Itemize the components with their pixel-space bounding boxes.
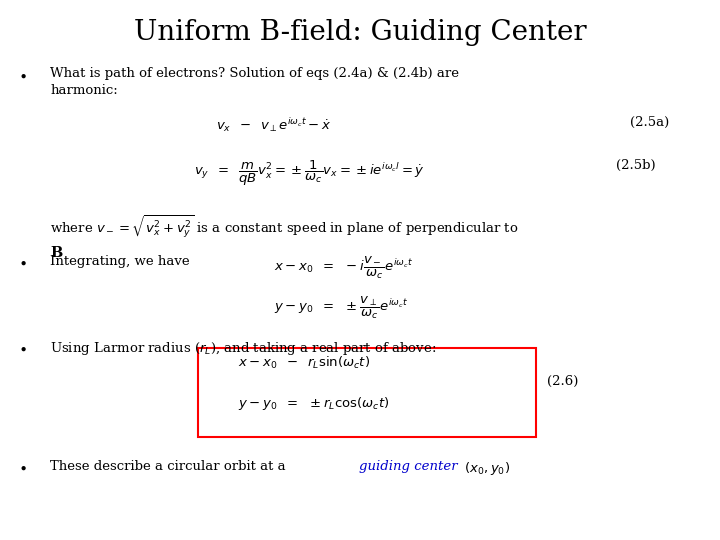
Text: $y - y_0 \;\; = \;\; \pm r_L \cos(\omega_c t)$: $y - y_0 \;\; = \;\; \pm r_L \cos(\omega… — [238, 395, 390, 412]
Text: $v_x \;\; - \;\; v_{\perp} e^{i\omega_c t} - \dot{x}$: $v_x \;\; - \;\; v_{\perp} e^{i\omega_c … — [216, 116, 332, 134]
Text: $(x_0, y_0)$: $(x_0, y_0)$ — [464, 460, 510, 477]
Text: guiding center: guiding center — [359, 460, 457, 473]
Text: $y - y_0 \;\; = \;\; \pm \dfrac{v_{\perp}}{\omega_c} e^{i\omega_c t}$: $y - y_0 \;\; = \;\; \pm \dfrac{v_{\perp… — [274, 294, 408, 321]
Text: These describe a circular orbit at a: These describe a circular orbit at a — [50, 460, 290, 473]
Text: $\bullet$: $\bullet$ — [18, 255, 27, 270]
Text: $\bullet$: $\bullet$ — [18, 68, 27, 83]
Text: (2.5a): (2.5a) — [630, 116, 670, 129]
FancyBboxPatch shape — [198, 348, 536, 437]
Text: What is path of electrons? Solution of eqs (2.4a) & (2.4b) are
harmonic:: What is path of electrons? Solution of e… — [50, 68, 459, 98]
Text: $\bullet$: $\bullet$ — [18, 340, 27, 355]
Text: Using Larmor radius ($r_L$), and taking a real part of above:: Using Larmor radius ($r_L$), and taking … — [50, 340, 437, 357]
Text: Integrating, we have: Integrating, we have — [50, 255, 190, 268]
Text: Uniform B-field: Guiding Center: Uniform B-field: Guiding Center — [134, 19, 586, 46]
Text: $x - x_0 \;\; = \;\; -i\dfrac{v_-}{\omega_c} e^{i\omega_c t}$: $x - x_0 \;\; = \;\; -i\dfrac{v_-}{\omeg… — [274, 255, 413, 281]
Text: (2.5b): (2.5b) — [616, 159, 655, 172]
Text: $x - x_0 \;\; - \;\; r_L \sin(\omega_c t)$: $x - x_0 \;\; - \;\; r_L \sin(\omega_c t… — [238, 355, 369, 372]
Text: (2.6): (2.6) — [547, 375, 579, 388]
Text: B: B — [50, 246, 63, 260]
Text: $v_y \;\; = \;\; \dfrac{m}{qB} v_x^2 = \pm \dfrac{1}{\omega_c} v_x = \pm i e^{i\: $v_y \;\; = \;\; \dfrac{m}{qB} v_x^2 = \… — [194, 159, 426, 188]
Text: $\bullet$: $\bullet$ — [18, 460, 27, 475]
Text: where $v_- = \sqrt{v_x^2 + v_y^2}$ is a constant speed in plane of perpendicular: where $v_- = \sqrt{v_x^2 + v_y^2}$ is a … — [50, 213, 519, 240]
